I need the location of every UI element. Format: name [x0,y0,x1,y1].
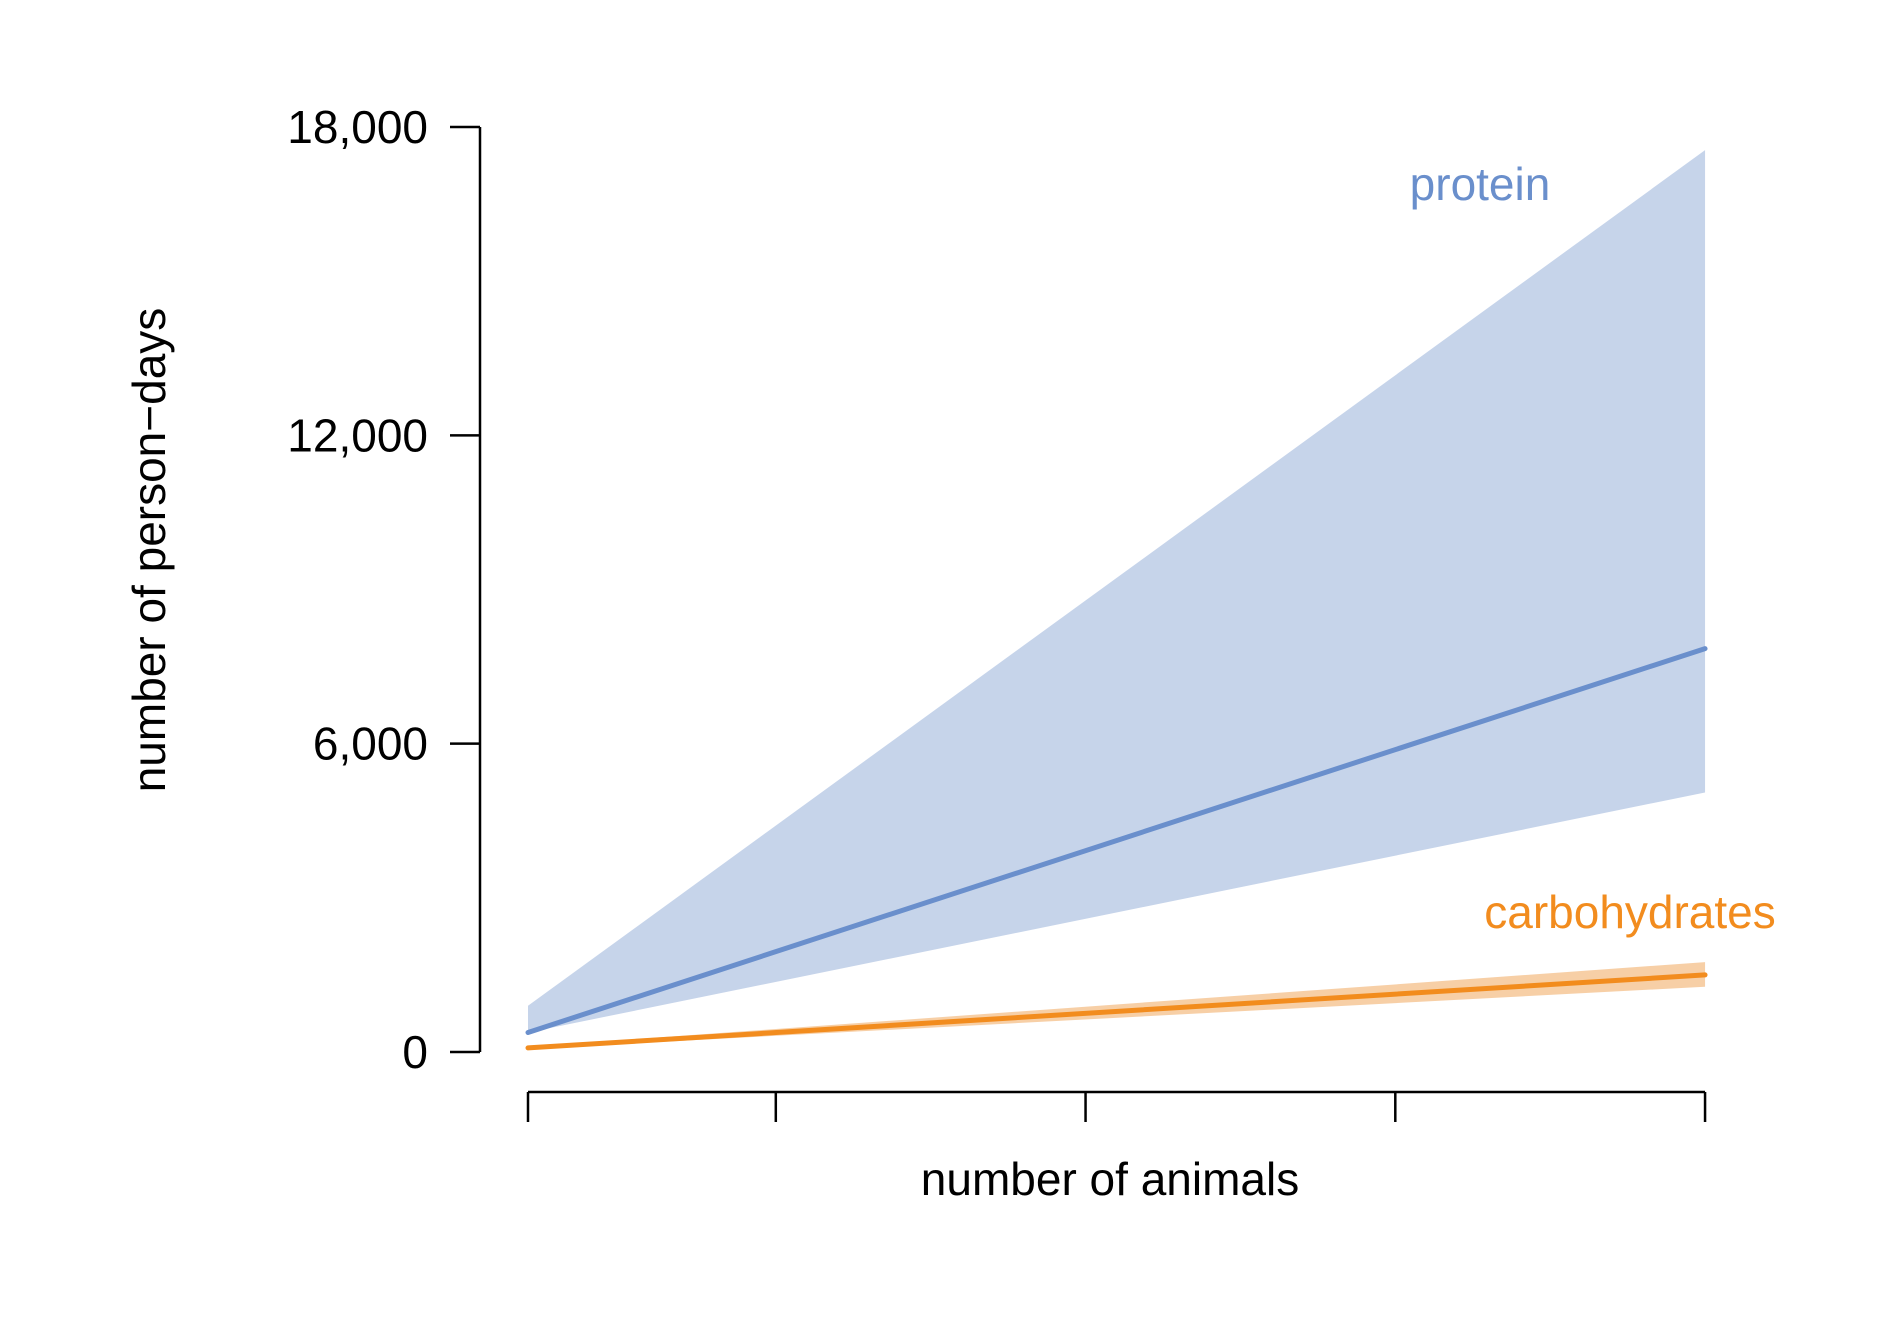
line-protein [525,646,1708,1035]
y-axis: 0 6,000 12,000 18,000 [287,101,482,1078]
plot-area [525,150,1708,1051]
y-tick-label: 12,000 [287,409,428,461]
line-carbohydrates [525,972,1708,1051]
y-axis-title: number of person−days [123,308,175,793]
x-axis-title: number of animals [921,1153,1299,1205]
y-tick-label: 18,000 [287,101,428,153]
x-axis [526,1090,1707,1122]
band-protein [528,150,1706,1033]
series-lines [525,646,1708,1051]
y-tick-label: 0 [402,1026,428,1078]
y-ticks: 0 6,000 12,000 18,000 [287,101,480,1078]
series-label-protein: protein [1410,158,1551,210]
x-ticks [526,1092,1707,1122]
y-tick-label: 6,000 [313,718,428,770]
series-label-carbohydrates: carbohydrates [1484,886,1776,938]
